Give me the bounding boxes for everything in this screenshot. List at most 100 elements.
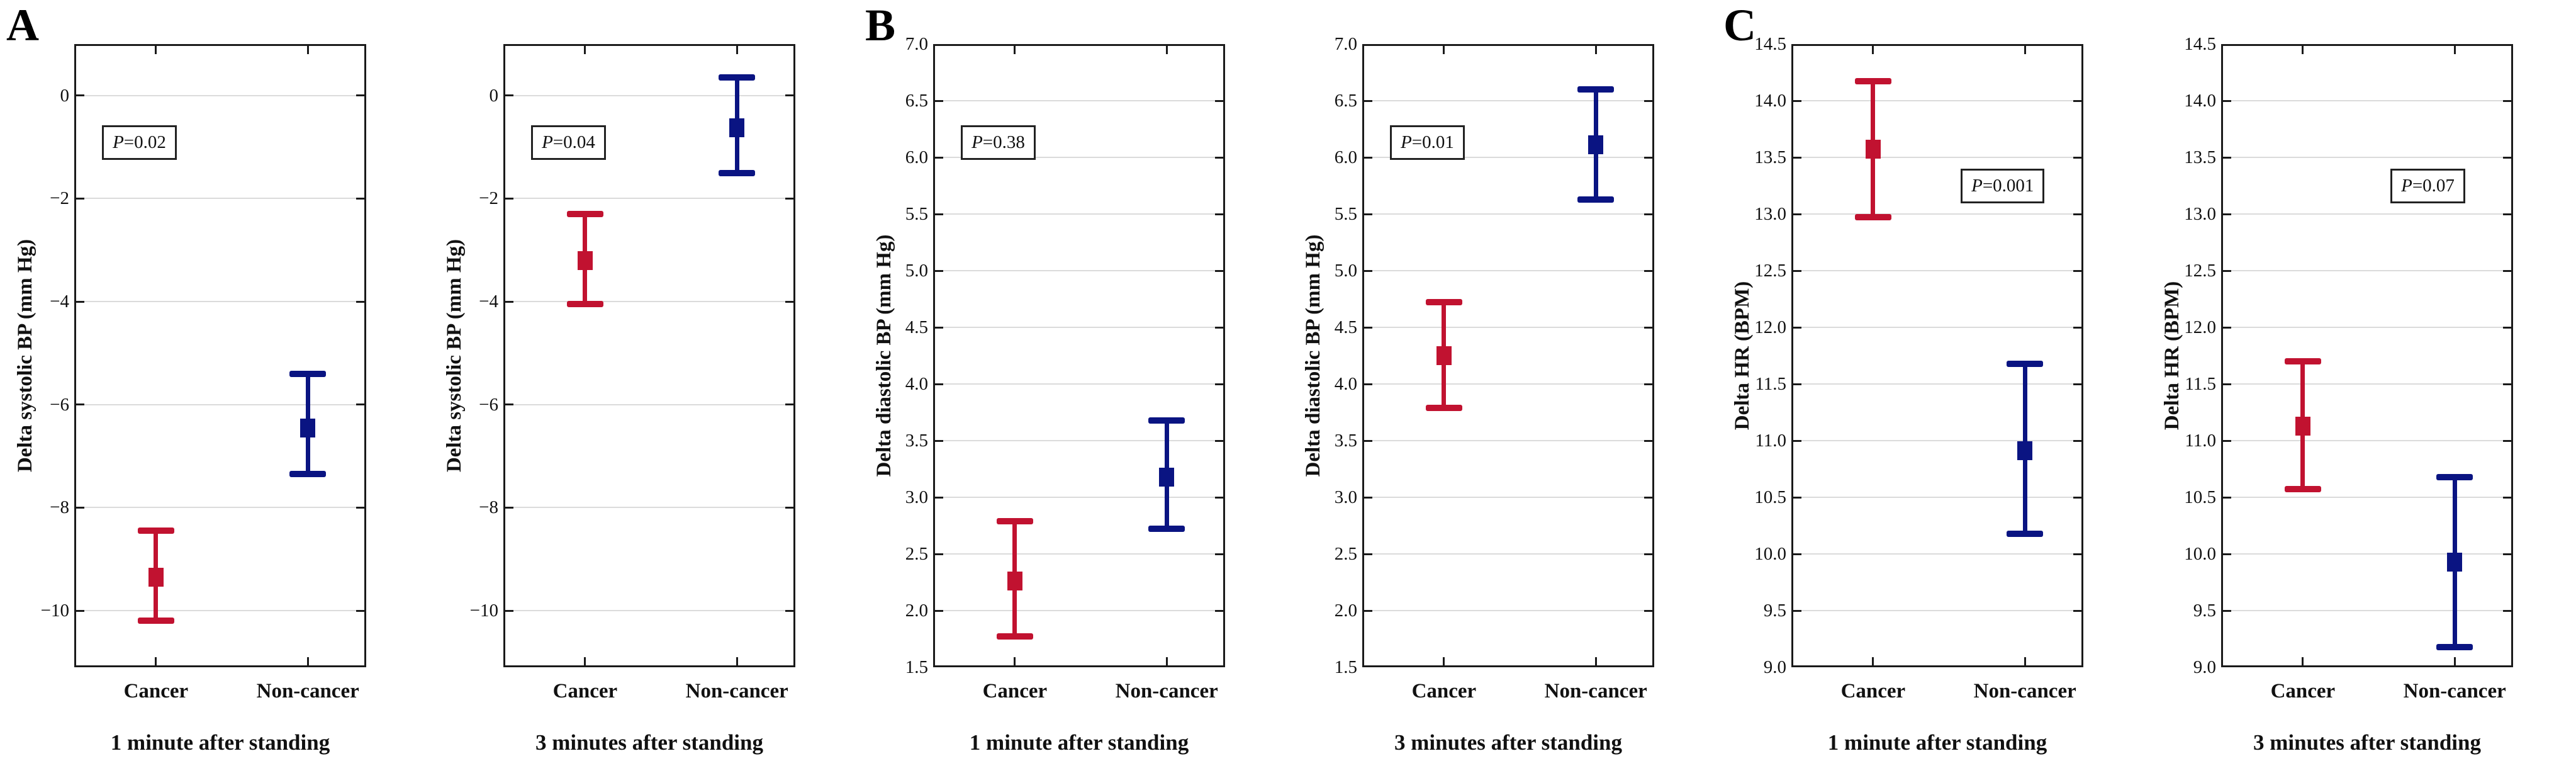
gridline xyxy=(1364,100,1652,101)
y-tick-label: 14.0 xyxy=(1754,91,1786,111)
x-tick-bottom xyxy=(584,657,586,665)
p-value-box: P=0.02 xyxy=(102,125,177,160)
y-tick-label: 3.5 xyxy=(1334,431,1357,451)
y-tick-right xyxy=(356,506,364,509)
y-tick-label: 13.5 xyxy=(2184,147,2216,167)
y-tick-right xyxy=(1215,156,1223,159)
y-tick-right xyxy=(2503,439,2511,442)
y-tick-left xyxy=(935,156,943,159)
x-tick-bottom xyxy=(736,657,738,665)
y-tick-right xyxy=(2073,383,2081,385)
y-tick-left xyxy=(505,403,513,406)
y-tick-label: 13.5 xyxy=(1754,147,1786,167)
p-value-box: P=0.04 xyxy=(531,125,606,160)
y-tick-label: 14.5 xyxy=(2184,34,2216,54)
y-tick-label: 10.0 xyxy=(1754,544,1786,564)
gridline xyxy=(1364,270,1652,271)
gridline xyxy=(935,270,1223,271)
y-tick-right xyxy=(1215,269,1223,272)
gridline xyxy=(1793,553,2081,555)
mean-marker xyxy=(2295,416,2310,436)
p-value-box: P=0.01 xyxy=(1390,125,1465,160)
p-label-italic: P xyxy=(542,132,553,152)
y-tick-label: −8 xyxy=(50,497,69,518)
y-tick-right xyxy=(1644,269,1652,272)
p-label-value: =0.07 xyxy=(2412,176,2455,196)
y-tick-right xyxy=(1215,383,1223,385)
error-bar-cap-lower xyxy=(1854,214,1891,221)
gridline xyxy=(1793,213,2081,215)
x-tick-bottom xyxy=(1443,657,1445,665)
error-bar-cap-upper xyxy=(566,211,603,217)
y-tick-left xyxy=(1364,496,1372,499)
x-tick-bottom xyxy=(306,657,309,665)
x-tick-bottom xyxy=(2453,657,2456,665)
y-tick-label: −6 xyxy=(50,394,69,415)
y-tick-right xyxy=(2073,326,2081,329)
gridline xyxy=(1793,610,2081,611)
y-tick-left xyxy=(1793,156,1801,159)
p-label-value: =0.001 xyxy=(1982,176,2034,196)
mean-marker xyxy=(1007,572,1022,591)
error-bar-cap-upper xyxy=(1854,78,1891,85)
y-tick-right xyxy=(1644,383,1652,385)
y-tick-label: 6.5 xyxy=(1334,91,1357,111)
y-tick-label: −6 xyxy=(479,394,498,415)
y-tick-left xyxy=(1793,99,1801,102)
category-label: Cancer xyxy=(2270,680,2336,702)
x-tick-top xyxy=(1872,46,1874,54)
y-tick-label: 0 xyxy=(489,85,499,106)
y-tick-label: 2.5 xyxy=(905,544,928,564)
y-tick-label: 1.5 xyxy=(1334,657,1357,677)
gridline xyxy=(2223,610,2511,611)
gridline xyxy=(505,198,793,200)
y-tick-right xyxy=(1215,609,1223,612)
error-bar-cap-upper xyxy=(719,74,756,81)
y-tick-right xyxy=(785,300,793,303)
error-bar-cap-upper xyxy=(1148,417,1185,424)
y-tick-label: 1.5 xyxy=(905,657,928,677)
y-tick-label: 9.5 xyxy=(2193,601,2216,621)
y-tick-right xyxy=(785,197,793,200)
gridline xyxy=(505,507,793,509)
y-tick-right xyxy=(356,94,364,97)
error-bar-cap-lower xyxy=(1425,404,1462,411)
y-tick-right xyxy=(1644,553,1652,555)
gridline xyxy=(1364,497,1652,498)
x-tick-top xyxy=(736,46,738,54)
gridline xyxy=(1364,327,1652,328)
y-tick-label: 9.5 xyxy=(1763,601,1786,621)
p-value-box: P=0.38 xyxy=(961,125,1036,160)
gridline xyxy=(1793,270,2081,271)
gridline xyxy=(935,157,1223,158)
y-tick-right xyxy=(2503,99,2511,102)
y-tick-label: 5.0 xyxy=(1334,261,1357,281)
x-tick-top xyxy=(306,46,309,54)
y-tick-label: 6.5 xyxy=(905,91,928,111)
y-tick-label: −8 xyxy=(479,497,498,518)
category-label: Cancer xyxy=(123,680,189,702)
y-tick-label: 9.0 xyxy=(1763,657,1786,677)
y-tick-left xyxy=(505,506,513,509)
error-bar-cap-upper xyxy=(2436,473,2473,480)
gridline xyxy=(935,553,1223,555)
y-tick-right xyxy=(2073,439,2081,442)
y-tick-left xyxy=(505,197,513,200)
y-tick-label: −4 xyxy=(50,291,69,312)
category-label: Non-cancer xyxy=(1115,680,1218,702)
category-label: Non-cancer xyxy=(2403,680,2506,702)
y-tick-right xyxy=(2073,99,2081,102)
error-bar-cap-lower xyxy=(566,301,603,308)
y-tick-left xyxy=(76,506,84,509)
y-tick-left xyxy=(2223,609,2231,612)
error-bar-cap-lower xyxy=(1577,196,1615,203)
y-tick-left xyxy=(1793,553,1801,555)
y-tick-right xyxy=(1644,609,1652,612)
gridline xyxy=(2223,100,2511,101)
gridline xyxy=(1364,157,1652,158)
x-tick-top xyxy=(155,46,157,54)
y-tick-left xyxy=(935,439,943,442)
y-tick-right xyxy=(2073,496,2081,499)
error-bar-cap-lower xyxy=(137,618,174,624)
